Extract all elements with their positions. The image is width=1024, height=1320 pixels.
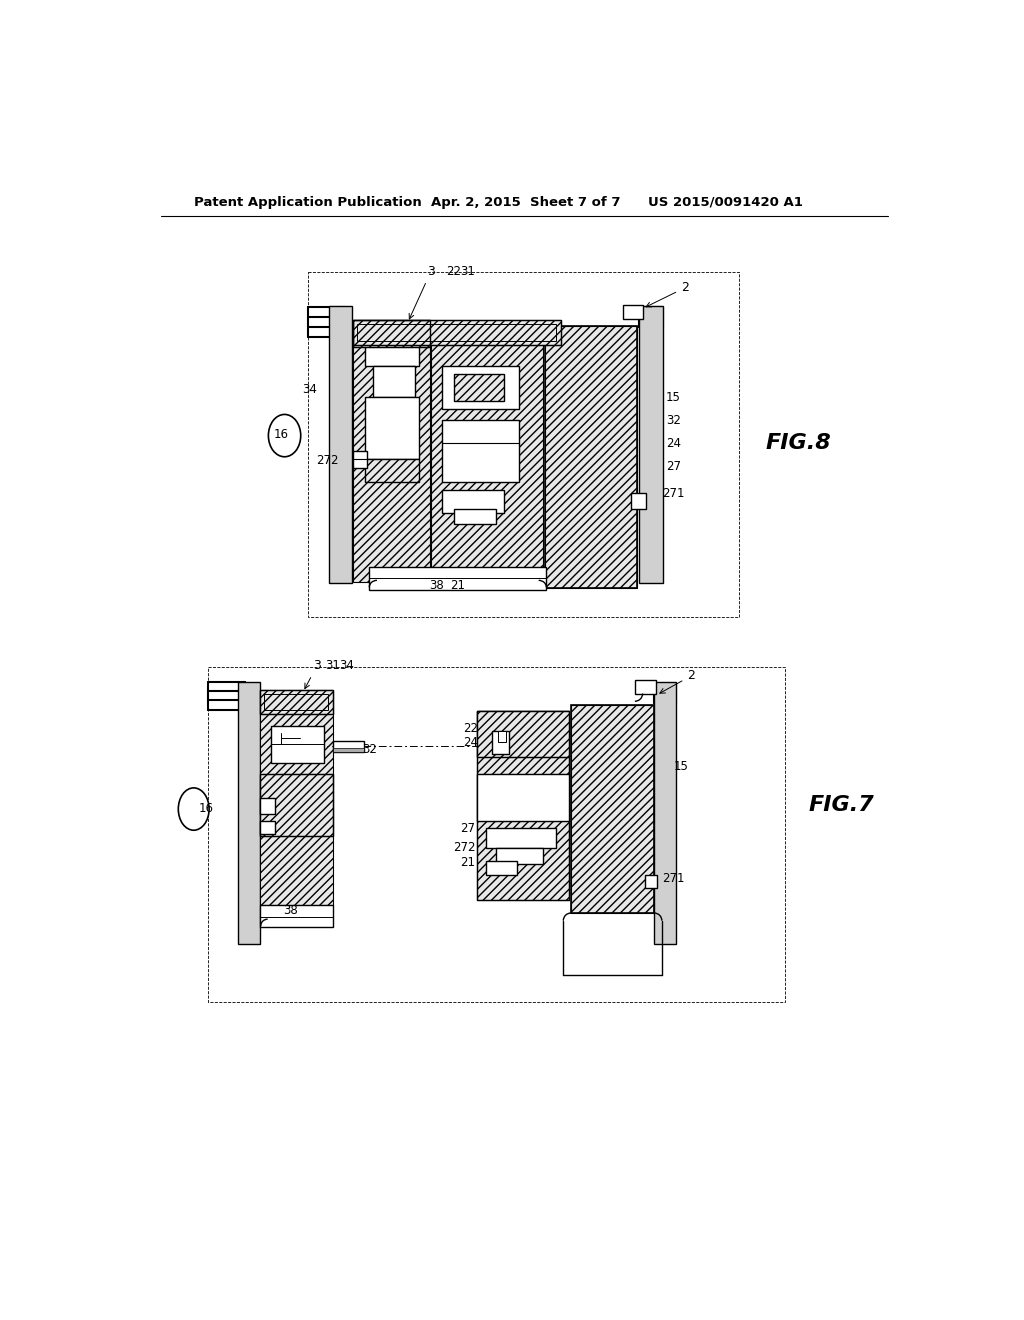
Text: 22: 22 [446,265,462,279]
Bar [353,321,430,347]
Bar [333,742,364,752]
Text: 271: 271 [662,871,684,884]
Bar [208,667,785,1002]
Bar [442,367,519,409]
Bar [639,306,664,583]
Text: 272: 272 [316,454,339,467]
Text: 38: 38 [284,904,298,917]
Text: 272: 272 [453,841,475,854]
Bar [635,680,656,693]
Text: 27: 27 [666,459,681,473]
Ellipse shape [178,788,209,830]
Bar [366,397,419,459]
Bar [498,730,506,742]
Bar [624,305,643,318]
Text: 31: 31 [461,265,475,279]
Text: 2: 2 [659,669,695,693]
Bar [239,682,260,944]
Bar [477,711,569,900]
Bar [654,682,676,944]
Bar [353,321,561,345]
Bar [454,508,497,524]
Bar [330,306,352,583]
Text: 3: 3 [305,659,321,689]
Bar [571,705,654,913]
Bar [477,775,569,821]
Text: Patent Application Publication: Patent Application Publication [194,195,422,209]
Text: 24: 24 [464,735,478,748]
Text: 2: 2 [646,281,689,306]
Bar [486,829,556,847]
Bar [477,711,569,758]
Bar [260,689,333,714]
Bar [353,321,561,345]
Text: 38: 38 [429,579,443,593]
Bar [260,821,275,834]
Bar [477,711,569,900]
Text: 21: 21 [461,857,475,870]
Bar [545,326,637,589]
Text: 3: 3 [410,265,435,319]
Text: FIG.8: FIG.8 [766,433,831,453]
Text: 15: 15 [666,391,681,404]
Bar [631,494,646,508]
Bar [353,321,430,582]
Bar [260,689,333,906]
Bar [486,861,517,874]
Bar [442,490,504,512]
Bar [477,775,569,821]
Text: FIG.7: FIG.7 [808,795,873,816]
Bar [431,335,543,582]
Bar [497,847,543,865]
Text: 32: 32 [361,743,377,756]
Bar [307,272,739,616]
Ellipse shape [268,414,301,457]
Bar [493,730,509,754]
Bar [353,451,367,469]
Bar [442,420,519,482]
Bar [571,705,654,913]
Bar [373,367,416,397]
Bar [260,797,275,814]
Text: 24: 24 [666,437,681,450]
Bar [370,566,547,590]
Bar [260,775,333,836]
Text: 34: 34 [302,383,316,396]
Text: 15: 15 [674,760,688,774]
Text: 271: 271 [663,487,685,500]
Bar [353,321,430,347]
Text: US 2015/0091420 A1: US 2015/0091420 A1 [648,195,803,209]
Text: 16: 16 [199,801,214,814]
Bar [333,748,364,752]
Text: 16: 16 [273,428,289,441]
Text: 34: 34 [340,659,354,672]
Bar [260,906,333,927]
Bar [366,343,419,367]
Text: 22: 22 [464,722,478,735]
Bar [366,459,419,482]
Bar [260,775,333,836]
Text: 27: 27 [461,822,475,834]
Bar [357,323,556,341]
Bar [645,874,657,888]
Bar [271,726,324,763]
Text: 31: 31 [326,659,341,672]
Bar [545,326,637,589]
Text: 32: 32 [666,413,681,426]
Bar [477,711,569,758]
Text: 21: 21 [451,579,465,593]
Bar [264,693,328,710]
Bar [260,689,333,714]
Bar [454,374,504,401]
Text: Apr. 2, 2015  Sheet 7 of 7: Apr. 2, 2015 Sheet 7 of 7 [431,195,621,209]
Bar [454,374,504,401]
